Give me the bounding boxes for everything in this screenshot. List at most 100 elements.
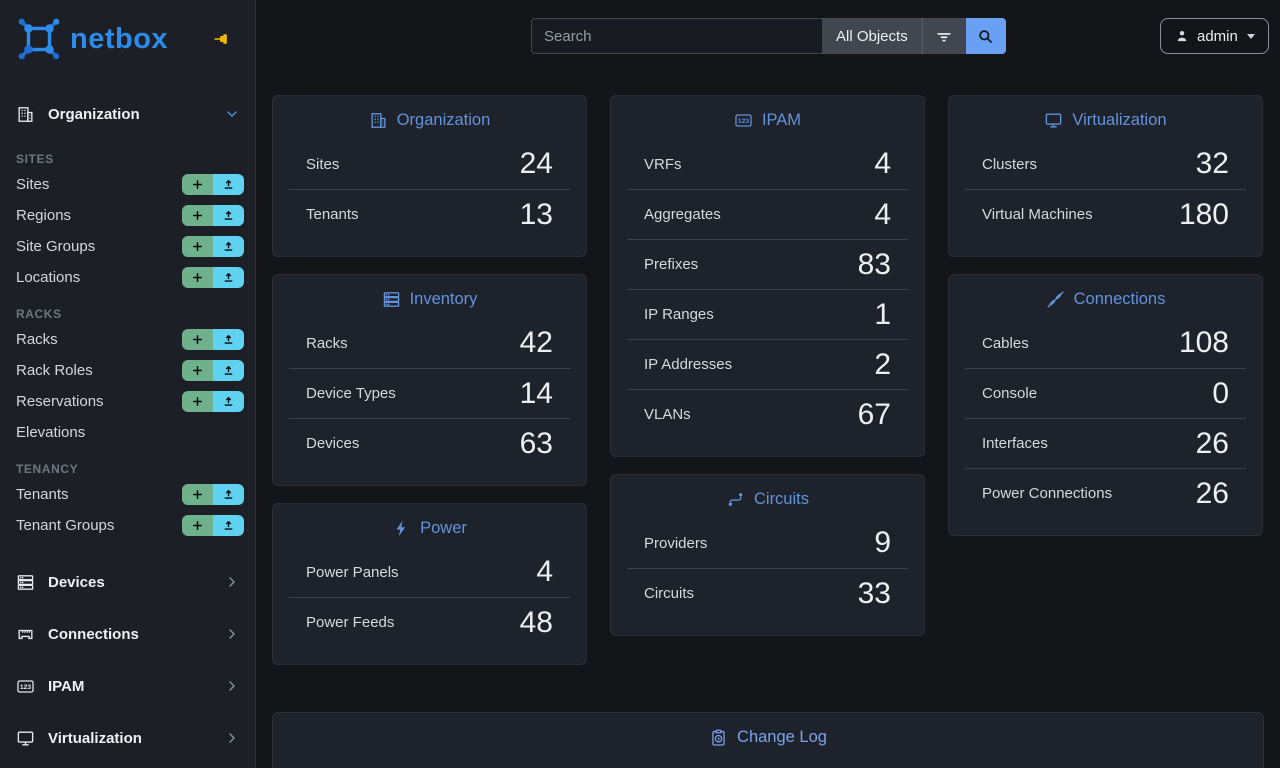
add-button[interactable] [182, 515, 213, 536]
stat-value[interactable]: 2 [874, 347, 891, 381]
card-title-changelog[interactable]: Change Log [273, 713, 1263, 756]
stat-label[interactable]: VLANs [644, 406, 691, 423]
stat-row-racks[interactable]: Racks 42 [289, 318, 570, 368]
stat-value[interactable]: 67 [857, 397, 891, 431]
sidebar-menu-organization[interactable]: Organization [0, 90, 255, 138]
stat-row-power-feeds[interactable]: Power Feeds 48 [289, 597, 570, 647]
sidebar-item-racks[interactable]: Racks [0, 324, 255, 355]
card-title-organization[interactable]: Organization [273, 96, 586, 139]
stat-label[interactable]: Power Panels [306, 563, 399, 581]
sidebar-menu-ipam[interactable]: IPAM [0, 660, 255, 712]
stat-label[interactable]: Device Types [306, 385, 396, 402]
item-label[interactable]: Tenant Groups [16, 517, 115, 534]
stat-value[interactable]: 32 [1195, 147, 1229, 180]
user-menu-button[interactable]: admin [1160, 18, 1269, 54]
stat-label[interactable]: Virtual Machines [982, 206, 1093, 223]
stat-value[interactable]: 24 [519, 147, 553, 180]
stat-value[interactable]: 83 [857, 247, 891, 281]
stat-label[interactable]: Power Feeds [306, 614, 395, 631]
stat-row-interfaces[interactable]: Interfaces 26 [965, 418, 1246, 468]
stat-value[interactable]: 180 [1178, 197, 1229, 231]
stat-value[interactable]: 14 [519, 376, 553, 410]
sidebar-item-tenants[interactable]: Tenants [0, 479, 255, 510]
stat-row-providers[interactable]: Providers 9 [627, 518, 908, 568]
add-button[interactable] [182, 236, 213, 257]
card-title-inventory[interactable]: Inventory [273, 275, 586, 318]
stat-label[interactable]: Interfaces [982, 435, 1048, 452]
sidebar-menu-connections[interactable]: Connections [0, 608, 255, 660]
netbox-logo-icon[interactable] [16, 16, 62, 62]
stat-label[interactable]: Cables [982, 334, 1029, 352]
card-title-virtualization[interactable]: Virtualization [949, 96, 1262, 139]
sidebar-menu-devices[interactable]: Devices [0, 556, 255, 608]
stat-label[interactable]: Clusters [982, 155, 1038, 173]
import-button[interactable] [213, 515, 244, 536]
sidebar-item-elevations[interactable]: Elevations [0, 417, 255, 448]
stat-value[interactable]: 4 [874, 197, 891, 231]
stat-row-aggregates[interactable]: Aggregates 4 [627, 189, 908, 239]
stat-value[interactable]: 108 [1178, 326, 1229, 359]
stat-value[interactable]: 42 [519, 326, 553, 359]
stat-value[interactable]: 33 [857, 576, 891, 610]
stat-value[interactable]: 63 [519, 426, 553, 460]
stat-row-console[interactable]: Console 0 [965, 368, 1246, 418]
stat-row-vrfs[interactable]: VRFs 4 [627, 139, 908, 189]
stat-row-devices[interactable]: Devices 63 [289, 418, 570, 468]
stat-row-prefixes[interactable]: Prefixes 83 [627, 239, 908, 289]
item-label[interactable]: Tenants [16, 486, 69, 503]
stat-row-vlans[interactable]: VLANs 67 [627, 389, 908, 439]
item-label[interactable]: Regions [16, 207, 72, 224]
import-button[interactable] [213, 236, 244, 257]
add-button[interactable] [182, 360, 213, 381]
item-label[interactable]: Site Groups [16, 238, 96, 255]
stat-row-device-types[interactable]: Device Types 14 [289, 368, 570, 418]
stat-label[interactable]: Console [982, 385, 1038, 402]
sidebar-item-rack-roles[interactable]: Rack Roles [0, 355, 255, 386]
stat-row-sites[interactable]: Sites 24 [289, 139, 570, 189]
stat-row-cables[interactable]: Cables 108 [965, 318, 1246, 368]
import-button[interactable] [213, 267, 244, 288]
item-label[interactable]: Elevations [16, 424, 86, 441]
import-button[interactable] [213, 360, 244, 381]
item-label[interactable]: Reservations [16, 393, 104, 410]
stat-label[interactable]: Devices [306, 435, 360, 452]
search-submit-button[interactable] [965, 18, 1006, 54]
import-button[interactable] [213, 329, 244, 350]
object-type-select[interactable]: All Objects [822, 18, 923, 54]
sidebar-item-sites[interactable]: Sites [0, 169, 255, 200]
stat-label[interactable]: VRFs [644, 155, 682, 173]
import-button[interactable] [213, 205, 244, 226]
item-label[interactable]: Rack Roles [16, 362, 93, 379]
sidebar-menu-virtualization[interactable]: Virtualization [0, 712, 255, 764]
stat-label[interactable]: Tenants [306, 206, 359, 223]
stat-value[interactable]: 13 [519, 197, 553, 231]
add-button[interactable] [182, 205, 213, 226]
sidebar-item-tenant-groups[interactable]: Tenant Groups [0, 510, 255, 541]
stat-row-power-connections[interactable]: Power Connections 26 [965, 468, 1246, 518]
card-title-connections[interactable]: Connections [949, 275, 1262, 318]
add-button[interactable] [182, 174, 213, 195]
add-button[interactable] [182, 391, 213, 412]
stat-value[interactable]: 9 [874, 526, 891, 559]
add-button[interactable] [182, 484, 213, 505]
stat-value[interactable]: 0 [1212, 376, 1229, 410]
stat-value[interactable]: 26 [1195, 476, 1229, 510]
import-button[interactable] [213, 484, 244, 505]
stat-row-circuits[interactable]: Circuits 33 [627, 568, 908, 618]
add-button[interactable] [182, 329, 213, 350]
stat-label[interactable]: Power Connections [982, 485, 1113, 502]
stat-label[interactable]: IP Addresses [644, 356, 733, 373]
sidebar-item-regions[interactable]: Regions [0, 200, 255, 231]
import-button[interactable] [213, 391, 244, 412]
filter-button[interactable] [922, 18, 966, 54]
stat-row-tenants[interactable]: Tenants 13 [289, 189, 570, 239]
stat-value[interactable]: 4 [874, 147, 891, 180]
stat-label[interactable]: Circuits [644, 585, 695, 602]
stat-row-ip-ranges[interactable]: IP Ranges 1 [627, 289, 908, 339]
search-input[interactable] [531, 18, 822, 54]
stat-label[interactable]: IP Ranges [644, 306, 714, 323]
stat-row-ip-addresses[interactable]: IP Addresses 2 [627, 339, 908, 389]
pin-sidebar-button[interactable] [213, 30, 231, 48]
stat-row-virtual-machines[interactable]: Virtual Machines 180 [965, 189, 1246, 239]
stat-label[interactable]: Aggregates [644, 206, 721, 223]
